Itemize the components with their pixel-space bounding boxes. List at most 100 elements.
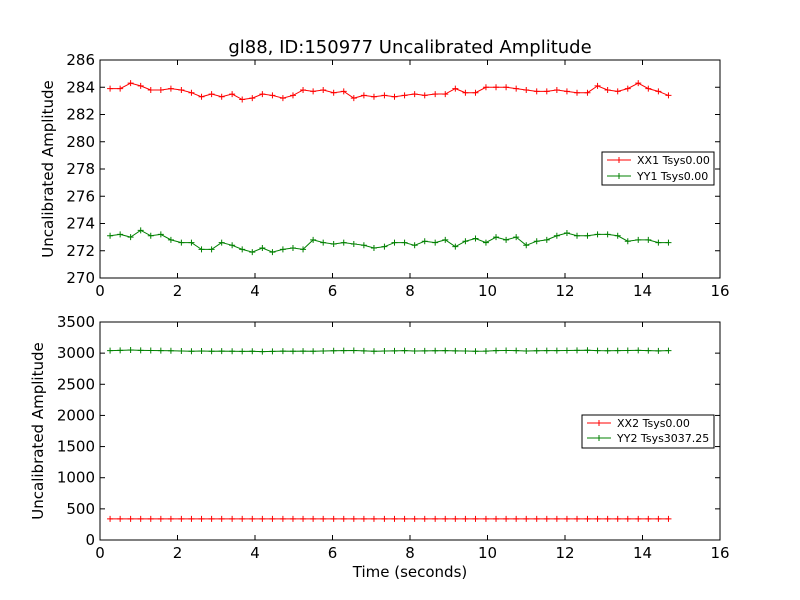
data-point: [563, 515, 570, 522]
data-point: [523, 242, 530, 249]
data-point: [655, 515, 662, 522]
data-point: [249, 95, 256, 102]
data-point: [574, 232, 581, 239]
x-tick-label: 14: [633, 282, 652, 300]
legend-marker-yy2: [596, 435, 602, 441]
data-point: [503, 236, 510, 243]
data-point: [645, 85, 652, 92]
data-point: [340, 515, 347, 522]
data-point: [127, 80, 134, 87]
data-point: [300, 246, 307, 253]
data-point: [117, 515, 124, 522]
data-point: [208, 91, 215, 98]
data-point: [178, 239, 185, 246]
data-point: [452, 85, 459, 92]
data-point: [543, 88, 550, 95]
data-point: [624, 515, 631, 522]
data-point: [178, 86, 185, 93]
data-point: [442, 236, 449, 243]
data-point: [107, 347, 114, 354]
data-point: [523, 86, 530, 93]
data-point: [279, 348, 286, 355]
data-point: [533, 238, 540, 245]
data-point: [239, 515, 246, 522]
data-point: [381, 92, 388, 99]
data-point: [157, 515, 164, 522]
legend-box: [581, 414, 715, 449]
data-point: [147, 232, 154, 239]
data-point: [370, 93, 377, 100]
data-point: [310, 88, 317, 95]
data-point: [594, 347, 601, 354]
amplitude-chart-bottom: Uncalibrated Amplitude Time (seconds) 0 2…: [29, 313, 730, 581]
data-point: [350, 240, 357, 247]
data-point: [462, 348, 469, 355]
legend-marker-xx2: [596, 420, 602, 426]
data-point: [553, 232, 560, 239]
data-point: [218, 348, 225, 355]
data-point: [493, 234, 500, 241]
data-point: [127, 347, 134, 354]
x-tick-label: 8: [405, 282, 415, 300]
legend-marker-yy1: [616, 173, 622, 179]
data-point: [614, 232, 621, 239]
x-tick-label: 6: [328, 282, 338, 300]
data-point: [553, 515, 560, 522]
data-point: [482, 515, 489, 522]
x-axis-label: Time (seconds): [352, 563, 468, 581]
data-point: [279, 95, 286, 102]
data-point: [594, 82, 601, 89]
data-point: [401, 347, 408, 354]
data-point: [310, 515, 317, 522]
data-point: [635, 515, 642, 522]
data-point: [645, 515, 652, 522]
x-tick-label: 12: [555, 282, 574, 300]
data-point: [239, 246, 246, 253]
data-point: [167, 236, 174, 243]
data-point: [198, 515, 205, 522]
data-point: [289, 515, 296, 522]
data-point: [269, 515, 276, 522]
data-point: [229, 348, 236, 355]
data-point: [167, 347, 174, 354]
y-tick-label: 3500: [57, 313, 95, 331]
data-point: [472, 235, 479, 242]
data-point: [239, 348, 246, 355]
x-tick-label: 6: [328, 544, 338, 562]
data-point: [462, 89, 469, 96]
data-point: [411, 515, 418, 522]
y-tick-label: 276: [66, 187, 95, 205]
data-point: [462, 515, 469, 522]
data-point: [360, 92, 367, 99]
data-point: [229, 515, 236, 522]
data-point: [300, 86, 307, 93]
data-point: [442, 347, 449, 354]
y-tick-label: 286: [66, 51, 95, 69]
data-point: [127, 234, 134, 241]
data-point: [198, 93, 205, 100]
data-point: [513, 347, 520, 354]
data-point: [381, 243, 388, 250]
data-point: [279, 515, 286, 522]
data-point: [137, 347, 144, 354]
data-point: [523, 515, 530, 522]
legend-box: [601, 151, 715, 186]
data-point: [432, 91, 439, 98]
data-point: [370, 245, 377, 252]
data-point: [594, 231, 601, 238]
data-point: [300, 515, 307, 522]
data-point: [614, 515, 621, 522]
data-point: [350, 95, 357, 102]
data-point: [614, 88, 621, 95]
data-point: [320, 86, 327, 93]
data-point: [330, 240, 337, 247]
data-point: [137, 515, 144, 522]
data-point: [553, 86, 560, 93]
data-point: [198, 348, 205, 355]
data-point: [269, 249, 276, 256]
series-group: [107, 347, 672, 522]
legend-label-yy2: YY2 Tsys3037.25: [616, 432, 709, 445]
data-point: [289, 245, 296, 252]
y-tick-label: 1500: [57, 438, 95, 456]
axis-ticks: 0 2 4 6 8 10 12 14 16 270 272 274 276 278 280 282 284 286: [66, 51, 729, 300]
